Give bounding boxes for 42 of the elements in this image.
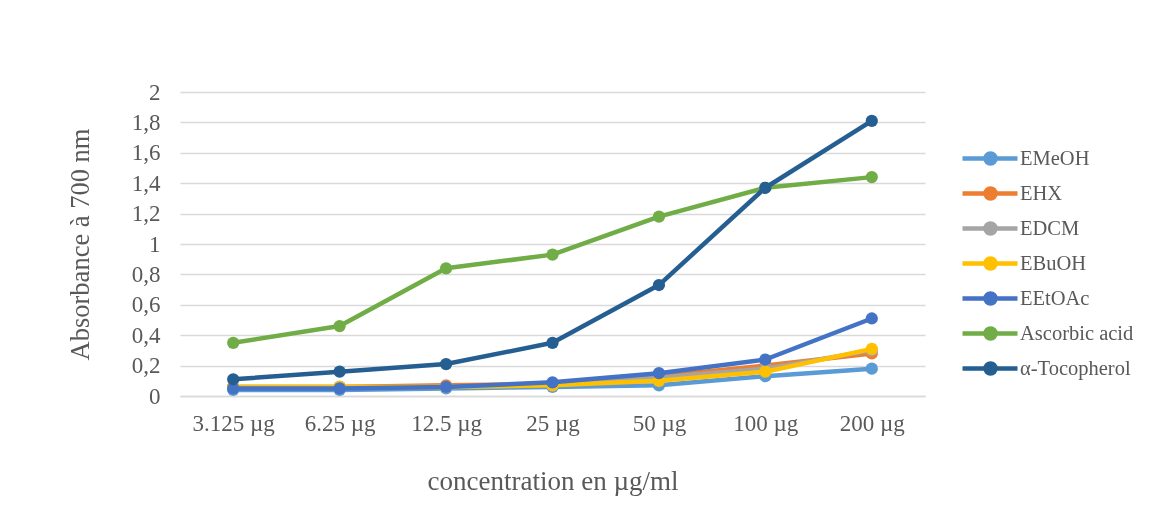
x-tick-label: 200 µg (839, 410, 906, 436)
x-tick-label: 3.125 µg (192, 410, 276, 436)
y-tick-label: 1,2 (131, 201, 161, 227)
y-tick-label: 1,8 (131, 109, 161, 135)
point (227, 373, 240, 386)
point (865, 114, 878, 127)
y-tick-label: 2 (149, 79, 161, 105)
y-tick-label: 0,8 (131, 261, 161, 287)
y-tick-label: 0 (149, 383, 161, 409)
x-tick-label: 6.25 µg (304, 410, 377, 436)
y-tick-label: 0,4 (131, 322, 161, 348)
x-axis-title: concentration en µg/ml (427, 465, 679, 496)
x-tick-label: 12.5 µg (411, 410, 483, 436)
y-tick-label: 1 (149, 231, 161, 257)
point (652, 210, 666, 223)
point (333, 365, 346, 378)
y-tick-label: 0,6 (131, 292, 161, 318)
point (652, 278, 666, 292)
legend-label: α-Tocopherol (1020, 356, 1131, 380)
point (546, 248, 559, 261)
x-tick-label: 50 µg (632, 410, 687, 436)
point (333, 319, 346, 333)
point (865, 312, 878, 325)
x-tick-label: 100 µg (733, 410, 799, 436)
point (865, 171, 878, 184)
point (227, 336, 240, 349)
y-tick-label: 1,4 (131, 170, 161, 196)
x-tick-label: 25 µg (526, 410, 581, 436)
legend-label: EHX (1020, 181, 1063, 204)
legend-label: Ascorbic acid (1020, 321, 1134, 344)
y-tick-label: 1,6 (131, 140, 161, 166)
legend-label: EMeOH (1020, 146, 1090, 169)
y-axis-title: Absorbance à 700 nm (64, 128, 95, 361)
legend-label: EDCM (1020, 216, 1080, 239)
legend-label: EEtOAc (1020, 286, 1090, 309)
point (865, 362, 878, 375)
point (439, 357, 453, 371)
y-tick-label: 0,2 (131, 353, 161, 379)
legend-label: EBuOH (1020, 251, 1087, 274)
point (439, 262, 453, 275)
point (759, 353, 772, 366)
point (546, 336, 559, 349)
